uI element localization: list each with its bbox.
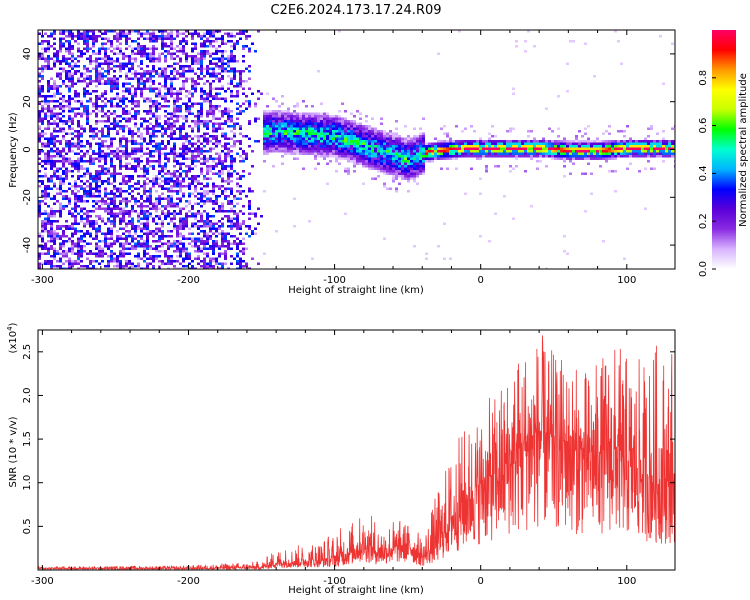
y-tick-label: 0: [22, 146, 33, 152]
snr-y-multiplier: (x104): [6, 322, 19, 353]
x-tick-label: 100: [617, 275, 636, 286]
snr-y-label: SNR (10 * v/v): [8, 416, 19, 487]
x-tick-label: -300: [31, 275, 54, 286]
colorbar-tick-label: 0.4: [698, 165, 709, 181]
y-tick-label: -20: [22, 189, 33, 205]
x-tick-label: 100: [617, 576, 636, 587]
y-tick-label: 0.5: [22, 518, 33, 534]
y-tick-label: 1.0: [22, 475, 33, 491]
x-tick-label: 0: [477, 275, 483, 286]
x-tick-label: -100: [323, 576, 346, 587]
snr-y-ticks: 0.5 1.0 1.5 2.0 2.5: [22, 344, 675, 534]
snr-frame: [37, 329, 676, 571]
snr-panel: -300 -200 -100 0 100 0.5 1.0 1.5 2.0 2.5 Height …: [6, 322, 676, 596]
colorbar-ticks: 0.0 0.2 0.4 0.6 0.8: [698, 70, 716, 277]
x-tick-label: -100: [323, 275, 346, 286]
spectrogram-x-label: Height of straight line (km): [288, 285, 424, 296]
x-tick-label: -200: [177, 576, 200, 587]
y-tick-label: 1.5: [22, 431, 33, 447]
colorbar-label: Normalized spectral amplitude: [738, 73, 749, 227]
y-tick-label: 20: [22, 95, 33, 108]
spectrogram-cells: [38, 30, 675, 269]
y-tick-label: 40: [22, 48, 33, 61]
figure-title: C2E6.2024.173.17.24.R09: [270, 3, 441, 18]
spectrogram-y-label: Frequency (Hz): [8, 112, 19, 188]
x-tick-label: -200: [177, 275, 200, 286]
snr-series-line: [38, 335, 675, 570]
colorbar-tick-label: 0.8: [698, 70, 709, 86]
colorbar-ramp: [712, 30, 736, 269]
snr-x-label: Height of straight line (km): [288, 585, 424, 596]
x-tick-label: 0: [477, 576, 483, 587]
x-tick-label: -300: [31, 576, 54, 587]
spectrogram-x-ticks: -300 -200 -100 0 100: [31, 30, 636, 286]
colorbar-tick-label: 0.0: [698, 261, 709, 277]
colorbar-tick-label: 0.2: [698, 213, 709, 229]
colorbar: 0.0 0.2 0.4 0.6 0.8 Normalized spectral ampl…: [698, 30, 749, 277]
colorbar-tick-label: 0.6: [698, 118, 709, 134]
spectrogram-y-ticks: -40 -20 0 20 40: [22, 48, 675, 253]
y-tick-label: -40: [22, 237, 33, 253]
snr-x-ticks: -300 -200 -100 0 100: [31, 330, 636, 587]
y-tick-label: 2.0: [22, 388, 33, 404]
y-tick-label: 2.5: [22, 344, 33, 360]
